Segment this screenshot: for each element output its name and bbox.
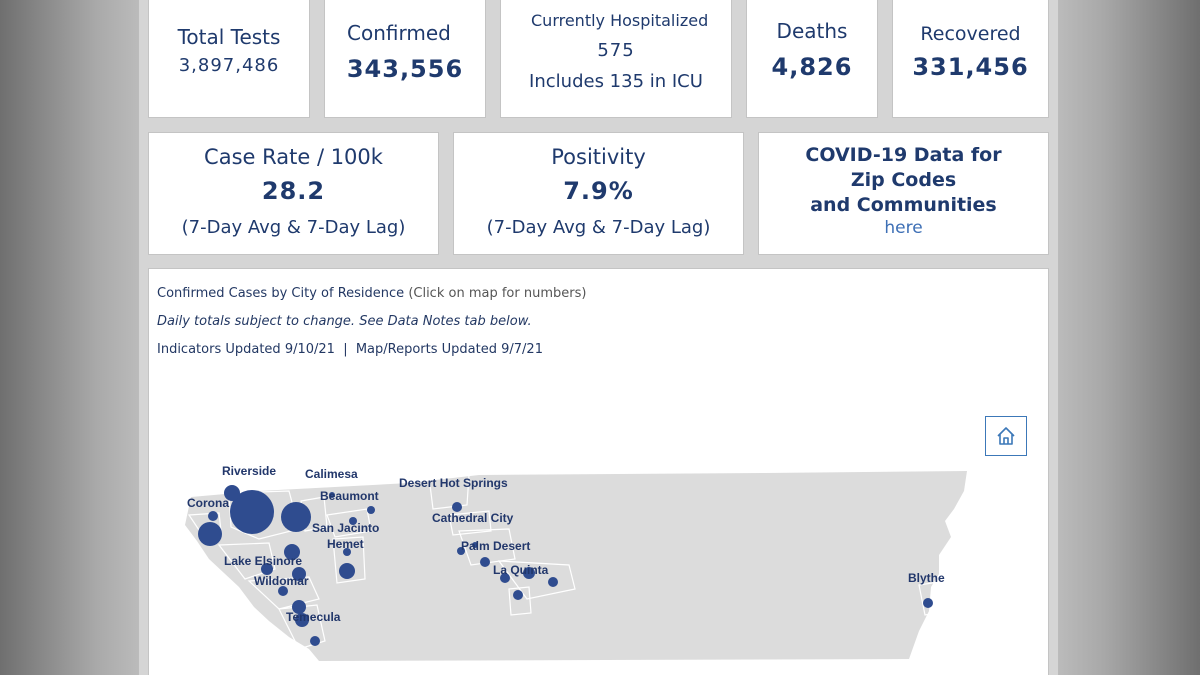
deaths-value: 4,826 bbox=[771, 53, 853, 81]
bubble-menifee[interactable] bbox=[292, 567, 306, 581]
bubble-thermal[interactable] bbox=[513, 590, 523, 600]
hospitalized-value: 575 bbox=[597, 40, 635, 61]
total-tests-value: 3,897,486 bbox=[178, 55, 280, 76]
bubble-moreno-valley[interactable] bbox=[281, 502, 311, 532]
bubble-blythe[interactable] bbox=[923, 598, 933, 608]
label-palm-desert: Palm Desert bbox=[461, 539, 530, 553]
bubble-riverside[interactable] bbox=[230, 490, 274, 534]
label-lake-elsinore: Lake Elsinore bbox=[224, 554, 302, 568]
label-hemet: Hemet bbox=[327, 537, 364, 551]
label-la-quinta: La Quinta bbox=[493, 563, 549, 577]
bubble-palm-desert[interactable] bbox=[480, 557, 490, 567]
label-riverside: Riverside bbox=[222, 464, 276, 478]
zip-codes-link[interactable]: here bbox=[884, 218, 923, 238]
deaths-card: Deaths 4,826 bbox=[746, 0, 878, 118]
bubble-indio[interactable] bbox=[500, 573, 510, 583]
map-home-button[interactable] bbox=[985, 416, 1027, 456]
bubble-temecula[interactable] bbox=[295, 613, 309, 627]
case-rate-card: Case Rate / 100k 28.2 (7-Day Avg & 7-Day… bbox=[148, 132, 439, 255]
total-tests-card: Total Tests 3,897,486 bbox=[148, 0, 310, 118]
confirmed-label: Confirmed bbox=[347, 21, 451, 45]
case-bubbles bbox=[198, 485, 933, 646]
map-updated: Indicators Updated 9/10/21 | Map/Reports… bbox=[157, 342, 543, 357]
confirmed-card: Confirmed 343,556 bbox=[324, 0, 486, 118]
zip-title-line1: COVID-19 Data for bbox=[805, 144, 1002, 166]
label-desert-hot-springs: Desert Hot Springs bbox=[399, 476, 508, 490]
label-corona: Corona bbox=[187, 496, 229, 510]
hospitalized-card: Currently Hospitalized 575 Includes 135 … bbox=[500, 0, 732, 118]
bubble-banning[interactable] bbox=[367, 506, 375, 514]
bubble-coachella[interactable] bbox=[548, 577, 558, 587]
label-calimesa: Calimesa bbox=[305, 467, 358, 481]
bubble-wildomar[interactable] bbox=[278, 586, 288, 596]
bubble-cathedral-city[interactable] bbox=[457, 547, 465, 555]
recovered-label: Recovered bbox=[920, 23, 1021, 45]
map-panel: Confirmed Cases by City of Residence (Cl… bbox=[148, 268, 1049, 675]
county-land[interactable] bbox=[185, 471, 967, 661]
positivity-card: Positivity 7.9% (7-Day Avg & 7-Day Lag) bbox=[453, 132, 744, 255]
home-icon bbox=[997, 427, 1015, 445]
bubble-murrieta[interactable] bbox=[292, 600, 306, 614]
label-blythe: Blythe bbox=[908, 571, 945, 585]
zip-title-line2: Zip Codes bbox=[850, 169, 957, 191]
label-wildomar: Wildomar bbox=[254, 574, 309, 588]
deaths-label: Deaths bbox=[776, 19, 848, 43]
total-tests-label: Total Tests bbox=[177, 25, 281, 49]
icu-note: Includes 135 in ICU bbox=[529, 71, 703, 92]
recovered-value: 331,456 bbox=[912, 53, 1029, 81]
map-title-hint: (Click on map for numbers) bbox=[408, 286, 587, 301]
bubble-corona[interactable] bbox=[198, 522, 222, 546]
positivity-label: Positivity bbox=[551, 145, 646, 169]
positivity-value: 7.9% bbox=[563, 177, 634, 205]
label-beaumont: Beaumont bbox=[320, 489, 379, 503]
bubble-anza[interactable] bbox=[310, 636, 320, 646]
case-rate-label: Case Rate / 100k bbox=[204, 145, 383, 169]
label-san-jacinto: San Jacinto bbox=[312, 521, 379, 535]
confirmed-value: 343,556 bbox=[346, 55, 464, 83]
bubble-palm-springs[interactable] bbox=[472, 542, 478, 548]
bubble-san-jacinto[interactable] bbox=[343, 548, 351, 556]
bubble-hemet[interactable] bbox=[339, 563, 355, 579]
label-cathedral-city: Cathedral City bbox=[432, 511, 514, 525]
bubble-calimesa[interactable] bbox=[329, 492, 335, 498]
recovered-card: Recovered 331,456 bbox=[892, 0, 1049, 118]
bubble-lake-elsinore[interactable] bbox=[261, 563, 273, 575]
case-rate-value: 28.2 bbox=[261, 177, 326, 205]
zip-codes-card: COVID-19 Data for Zip Codes and Communit… bbox=[758, 132, 1049, 255]
hospitalized-label: Currently Hospitalized bbox=[531, 11, 709, 30]
label-temecula: Temecula bbox=[286, 610, 341, 624]
bubble-perris[interactable] bbox=[284, 544, 300, 560]
bubble-beaumont[interactable] bbox=[349, 517, 357, 525]
bubble-desert-hot-springs[interactable] bbox=[452, 502, 462, 512]
riverside-county-map[interactable]: Riverside Calimesa Desert Hot Springs Co… bbox=[149, 269, 1050, 675]
map-title-text: Confirmed Cases by City of Residence bbox=[157, 286, 405, 301]
case-rate-note: (7-Day Avg & 7-Day Lag) bbox=[181, 217, 406, 238]
zip-title-line3: and Communities bbox=[810, 194, 997, 216]
bubble-la-quinta[interactable] bbox=[523, 567, 535, 579]
city-labels: Riverside Calimesa Desert Hot Springs Co… bbox=[187, 464, 945, 624]
positivity-note: (7-Day Avg & 7-Day Lag) bbox=[486, 217, 711, 238]
map-title: Confirmed Cases by City of Residence (Cl… bbox=[157, 286, 586, 301]
bubble-jurupa[interactable] bbox=[224, 485, 240, 501]
bubble-norco[interactable] bbox=[208, 511, 218, 521]
map-disclaimer: Daily totals subject to change. See Data… bbox=[157, 314, 532, 329]
